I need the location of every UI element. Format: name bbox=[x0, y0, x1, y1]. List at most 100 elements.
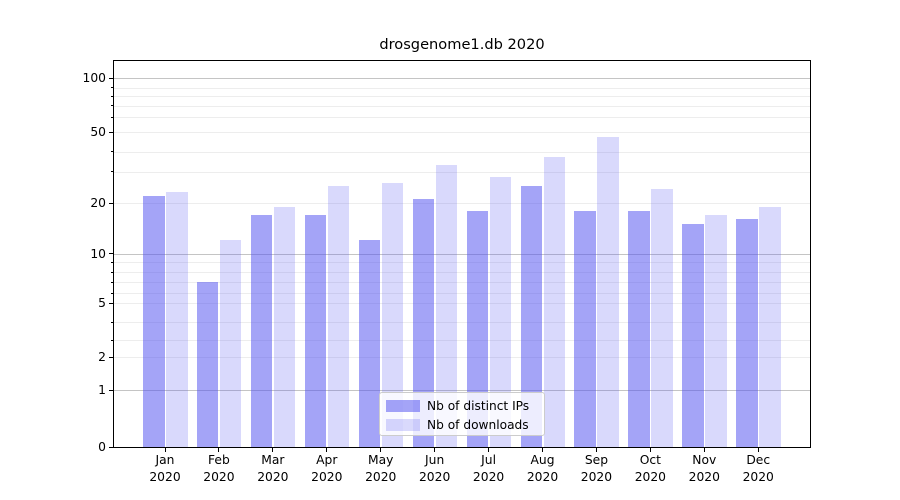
x-tick bbox=[757, 447, 759, 452]
bar-downloads-jan bbox=[166, 192, 188, 447]
bar-ips-nov bbox=[682, 223, 704, 447]
y-tick-minor bbox=[111, 339, 114, 341]
x-tick-label-year: 2020 bbox=[365, 469, 397, 484]
x-tick-label: Jun 2020 bbox=[403, 452, 467, 485]
legend-swatch-downloads bbox=[386, 418, 420, 431]
y-tick-label: 10 bbox=[90, 246, 106, 261]
x-tick-label-month: Oct bbox=[639, 453, 661, 467]
x-tick bbox=[380, 447, 382, 452]
legend-label-downloads: Nb of downloads bbox=[427, 417, 529, 432]
y-gridline-minor bbox=[114, 272, 810, 273]
x-tick-label-year: 2020 bbox=[742, 469, 774, 484]
y-tick-minor bbox=[111, 271, 114, 273]
y-tick-label: 20 bbox=[90, 196, 106, 210]
x-tick bbox=[164, 447, 166, 452]
x-tick-label-year: 2020 bbox=[688, 469, 720, 484]
legend: Nb of distinct IPs Nb of downloads bbox=[379, 392, 545, 436]
bar-downloads-apr bbox=[327, 185, 350, 447]
bar-ips-sep bbox=[574, 210, 596, 447]
y-tick-minor bbox=[111, 87, 114, 88]
y-tick-minor bbox=[111, 116, 114, 118]
x-tick-label: May 2020 bbox=[349, 452, 413, 485]
y-gridline-minor bbox=[114, 171, 810, 173]
y-tick bbox=[108, 253, 114, 254]
y-gridline-major bbox=[114, 78, 810, 79]
x-tick bbox=[595, 447, 597, 452]
x-tick bbox=[434, 447, 436, 452]
bar-ips-jan bbox=[143, 195, 165, 447]
y-gridline-minor bbox=[114, 322, 810, 323]
y-tick bbox=[108, 389, 114, 391]
y-gridline-minor bbox=[114, 203, 810, 204]
x-tick bbox=[703, 447, 705, 452]
y-gridline-minor bbox=[114, 282, 810, 283]
bar-ips-dec bbox=[736, 219, 758, 447]
x-tick-label-year: 2020 bbox=[311, 469, 343, 484]
y-gridline-minor bbox=[114, 357, 810, 358]
y-gridline-major bbox=[114, 253, 810, 255]
bar-downloads-dec bbox=[759, 206, 781, 447]
legend-label-ips: Nb of distinct IPs bbox=[427, 398, 530, 413]
y-tick-minor bbox=[111, 292, 114, 294]
y-gridline-minor bbox=[114, 132, 810, 133]
x-tick-label-year: 2020 bbox=[472, 469, 505, 484]
y-tick-label: 100 bbox=[82, 71, 106, 85]
x-tick-label-month: Mar bbox=[261, 453, 285, 467]
y-tick bbox=[108, 446, 114, 448]
x-tick-label-month: Jan bbox=[155, 453, 175, 467]
bar-ips-oct bbox=[628, 210, 650, 447]
y-gridline-minor bbox=[114, 293, 810, 294]
y-gridline-minor bbox=[114, 303, 810, 304]
y-tick bbox=[108, 202, 114, 204]
x-tick-label-month: Aug bbox=[530, 453, 555, 467]
x-tick bbox=[649, 447, 651, 452]
bar-downloads-sep bbox=[597, 137, 619, 447]
x-tick-label-year: 2020 bbox=[418, 469, 451, 484]
y-gridline-minor bbox=[114, 105, 810, 107]
x-tick bbox=[272, 447, 274, 452]
x-tick-label: Apr 2020 bbox=[295, 452, 359, 485]
y-gridline-major bbox=[114, 390, 810, 391]
bar-downloads-jun bbox=[435, 164, 458, 447]
x-tick-label: Mar 2020 bbox=[241, 452, 305, 485]
y-tick-minor bbox=[111, 105, 114, 106]
bar-downloads-mar bbox=[273, 206, 296, 447]
x-tick-label: Dec 2020 bbox=[726, 452, 790, 485]
y-tick-minor bbox=[111, 321, 114, 323]
y-gridline-minor bbox=[114, 262, 810, 263]
x-tick-label-month: Sep bbox=[584, 453, 609, 467]
bar-downloads-aug bbox=[543, 156, 565, 447]
bar-ips-apr bbox=[304, 214, 327, 447]
bar-downloads-oct bbox=[651, 188, 673, 447]
y-tick-minor bbox=[111, 151, 114, 152]
x-tick-label: Jul 2020 bbox=[457, 452, 521, 485]
y-tick bbox=[108, 77, 114, 79]
x-tick-label: Sep 2020 bbox=[564, 452, 628, 485]
bar-ips-jul bbox=[466, 210, 489, 447]
y-tick-minor bbox=[111, 281, 114, 283]
x-tick bbox=[326, 447, 328, 452]
x-tick bbox=[488, 447, 490, 452]
x-tick-label-month: Jun bbox=[425, 453, 445, 467]
x-tick-label-year: 2020 bbox=[634, 469, 666, 484]
x-tick-label: Oct 2020 bbox=[618, 452, 682, 485]
x-tick-label-year: 2020 bbox=[526, 469, 559, 484]
x-tick-label-year: 2020 bbox=[257, 469, 289, 484]
y-gridline-minor bbox=[114, 96, 810, 97]
y-gridline-minor bbox=[114, 87, 810, 89]
legend-item-downloads: Nb of downloads bbox=[380, 415, 544, 434]
bar-downloads-nov bbox=[705, 214, 727, 447]
x-tick-label-month: Dec bbox=[746, 453, 771, 467]
bar-ips-feb bbox=[196, 282, 219, 447]
x-tick-label-month: Jul bbox=[481, 453, 496, 467]
y-tick bbox=[108, 131, 114, 133]
y-tick-label: 2 bbox=[98, 350, 106, 364]
x-tick-label: Feb 2020 bbox=[187, 452, 251, 485]
x-tick-label: Nov 2020 bbox=[672, 452, 736, 485]
x-tick-label: Jan 2020 bbox=[133, 452, 197, 485]
x-tick-label-month: Nov bbox=[692, 453, 717, 467]
x-tick-label-month: May bbox=[368, 453, 394, 467]
plot-area bbox=[114, 61, 810, 447]
bar-downloads-jul bbox=[489, 176, 512, 447]
